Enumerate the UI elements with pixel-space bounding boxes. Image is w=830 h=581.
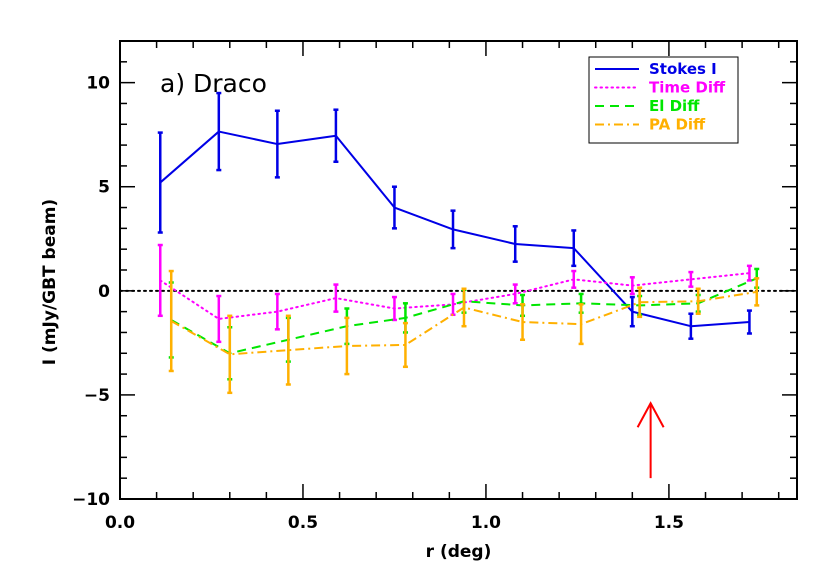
x-tick-label: 0.5 (288, 513, 318, 533)
y-tick-label: 10 (86, 74, 110, 94)
legend-box (588, 56, 739, 144)
y-tick-label: −5 (84, 386, 110, 406)
series-line (159, 130, 750, 328)
y-axis-title: I (mJy/GBT beam) (40, 199, 60, 365)
y-tick-label: 0 (98, 282, 110, 302)
series-pa-diff (168, 269, 760, 395)
legend-label: Stokes I (649, 60, 717, 78)
y-tick-label: −10 (72, 490, 110, 510)
red-arrow (636, 401, 665, 479)
series-layer (157, 91, 760, 395)
series-stokes-i (157, 91, 752, 340)
annotation-layer (636, 401, 665, 479)
series-line (159, 272, 751, 320)
legend-label: Time Diff (649, 79, 726, 97)
legend-label: El Diff (649, 97, 700, 115)
legend-label: PA Diff (649, 116, 706, 134)
arrow-head (636, 401, 665, 428)
x-tick-label: 1.0 (471, 513, 501, 533)
axis-ticks (119, 40, 797, 500)
panel-label: a) Draco (160, 69, 267, 98)
x-axis-title: r (deg) (426, 542, 492, 562)
series-time-diff (157, 243, 752, 344)
x-tick-label: 0.0 (105, 513, 135, 533)
x-tick-label: 1.5 (654, 513, 684, 533)
y-tick-label: 5 (98, 178, 110, 198)
tick-labels: 0.0 0.5 1.0 1.5 −10 −5 0 5 10 (72, 74, 684, 533)
